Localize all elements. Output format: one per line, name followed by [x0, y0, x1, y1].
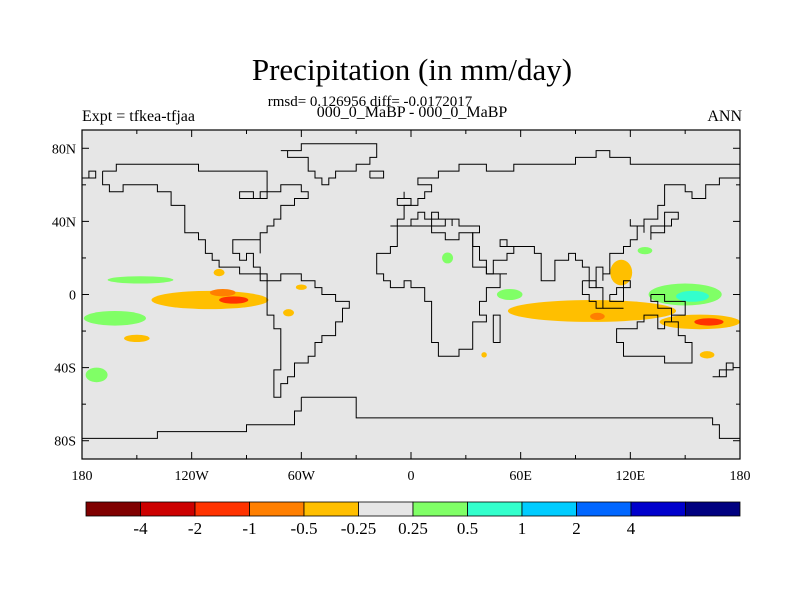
colorbar-label: -4: [133, 519, 148, 538]
anomaly-patch: [676, 290, 709, 302]
coastline: [650, 294, 686, 316]
anomaly-patch: [637, 246, 653, 255]
coastline: [712, 362, 734, 378]
lat-tick-label: 80S: [54, 435, 76, 450]
colorbar: -4 -2 -1 -0.5 -0.25 0.25 0.5 1 2 4: [85, 501, 741, 538]
lon-tick-label: 60W: [288, 469, 316, 484]
lat-tick-label: 40S: [54, 362, 76, 377]
lat-tick-label: 80N: [52, 142, 76, 157]
lon-tick-label: 0: [408, 469, 415, 484]
colorbar-label: -1: [242, 519, 256, 538]
colorbar-label: 4: [627, 519, 636, 538]
anomaly-layer: [83, 246, 740, 383]
map-title: Precipitation (in mm/day): [251, 52, 573, 87]
colorbar-swatch: [303, 501, 359, 517]
latitude-axis: 80N 40N 0 40S 80S: [52, 142, 740, 450]
coastline: [82, 396, 740, 459]
coastline: [396, 191, 412, 206]
anomaly-patch: [481, 352, 487, 358]
colorbar-label: -2: [188, 519, 202, 538]
coastline-layer: [82, 143, 740, 459]
anomaly-patch: [283, 309, 295, 317]
anomaly-patch: [213, 268, 225, 277]
anomaly-patch: [610, 259, 633, 286]
anomaly-patch: [83, 310, 146, 326]
lon-tick-label: 60E: [509, 469, 532, 484]
anomaly-patch: [219, 296, 249, 304]
experiment-label: Expt = tfkea-tfjaa: [82, 108, 195, 125]
anomaly-patch: [85, 367, 108, 383]
anomaly-patch: [694, 318, 724, 326]
coastline: [390, 150, 740, 289]
colorbar-swatch: [249, 501, 305, 517]
colorbar-swatch: [358, 501, 414, 517]
anomaly-patch: [496, 289, 523, 300]
lat-tick-label: 0: [69, 289, 76, 304]
colorbar-swatch: [467, 501, 523, 517]
anomaly-patch: [124, 334, 150, 343]
anomaly-patch: [442, 252, 454, 264]
coastline: [492, 314, 501, 343]
coastline: [581, 280, 604, 309]
lat-tick-label: 40N: [52, 215, 76, 230]
runs-subtitle: 000_0_MaBP - 000_0_MaBP: [316, 104, 508, 121]
lon-tick-label: 180: [730, 469, 751, 484]
lon-tick-label: 180: [72, 469, 93, 484]
colorbar-label: -0.25: [341, 519, 376, 538]
colorbar-label: 0.5: [457, 519, 478, 538]
stats-subtitle: rmsd= 0.126956 diff= -0.0172017: [267, 94, 473, 110]
coastline: [376, 225, 507, 357]
anomaly-patch: [699, 351, 715, 359]
colorbar-swatch: [521, 501, 577, 517]
anomaly-patch: [295, 284, 307, 290]
colorbar-label: 1: [518, 519, 527, 538]
colorbar-label: 2: [572, 519, 581, 538]
colorbar-swatch: [685, 501, 741, 517]
colorbar-swatch: [140, 501, 196, 517]
lon-tick-label: 120E: [616, 469, 646, 484]
colorbar-swatch: [576, 501, 632, 517]
anomaly-patch: [590, 312, 605, 321]
colorbar-swatch: [85, 501, 141, 517]
colorbar-swatch: [630, 501, 686, 517]
colorbar-swatch: [194, 501, 250, 517]
lon-tick-label: 120W: [175, 469, 210, 484]
coastline: [616, 314, 693, 364]
coastline: [102, 163, 350, 398]
season-label: ANN: [707, 108, 742, 125]
anomaly-patch: [507, 299, 677, 322]
coastline: [82, 170, 97, 179]
coastline: [280, 143, 378, 186]
coastline: [369, 170, 385, 179]
anomaly-patch: [151, 290, 269, 310]
colorbar-label: 0.25: [398, 519, 428, 538]
colorbar-swatch: [412, 501, 468, 517]
coastline: [609, 280, 631, 302]
longitude-axis: 180 120W 60W 0 60E 120E 180: [72, 130, 751, 484]
colorbar-label: -0.5: [291, 519, 318, 538]
anomaly-patch: [107, 276, 174, 284]
anomaly-patch: [209, 289, 236, 297]
coastline: [650, 211, 679, 240]
